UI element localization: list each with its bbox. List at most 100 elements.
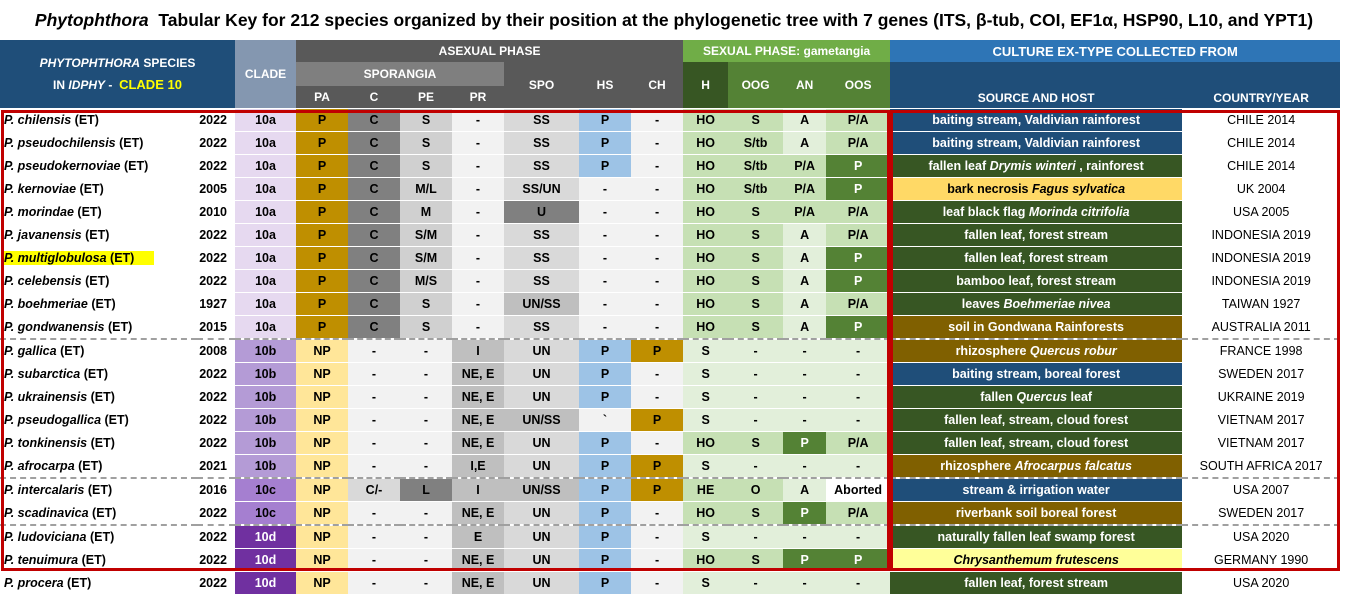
clade-cell: 10b bbox=[235, 384, 297, 408]
ex-type-flag: (ET) bbox=[67, 575, 92, 590]
oos-cell: Aborted bbox=[826, 476, 891, 501]
pa-cell: P bbox=[296, 153, 349, 177]
oog-cell: - bbox=[728, 384, 784, 408]
ex-type-flag: (ET) bbox=[91, 296, 116, 311]
title-text: Tabular Key for 212 species organized by… bbox=[158, 10, 1314, 30]
year-cell: 2022 bbox=[197, 407, 236, 431]
pr-cell: I bbox=[452, 337, 505, 362]
pr-cell: NE, E bbox=[452, 500, 505, 525]
spo-cell: UN bbox=[504, 570, 580, 594]
source-host-cell: riverbank soil boreal forest bbox=[890, 500, 1183, 525]
host-text: baiting stream, boreal forest bbox=[952, 366, 1121, 381]
h-cell: HO bbox=[683, 314, 729, 339]
pr-cell: NE, E bbox=[452, 430, 505, 454]
h-cell: S bbox=[683, 337, 729, 362]
pa-cell: NP bbox=[296, 547, 349, 571]
oog-cell: S bbox=[728, 547, 784, 571]
header-hs: HS bbox=[579, 62, 632, 108]
oog-cell: - bbox=[728, 407, 784, 431]
table-row: P. afrocarpa (ET) 2021 10b NP - - I,E UN P P S - - - r… bbox=[0, 453, 1341, 478]
ch-cell: - bbox=[631, 523, 684, 548]
ch-cell: - bbox=[631, 314, 684, 339]
host-text: leaf bbox=[1067, 389, 1093, 404]
species-cell: P. morindae (ET) bbox=[0, 199, 197, 223]
h-cell: S bbox=[683, 523, 729, 548]
pe-cell: - bbox=[400, 500, 453, 525]
pr-cell: NE, E bbox=[452, 570, 505, 594]
pe-cell: S bbox=[400, 130, 453, 154]
ex-type-flag: (ET) bbox=[78, 458, 103, 473]
source-host-cell: fallen leaf, stream, cloud forest bbox=[890, 407, 1183, 431]
clade-cell: 10a bbox=[235, 153, 297, 177]
year-cell: 2022 bbox=[197, 500, 236, 525]
header-sporangia: SPORANGIA bbox=[296, 62, 505, 86]
ex-type-flag: (ET) bbox=[123, 158, 149, 173]
oos-cell: P/A bbox=[826, 500, 891, 525]
ex-type-flag: (ET) bbox=[81, 552, 106, 567]
ex-type-flag: (ET) bbox=[119, 135, 144, 150]
pe-cell: - bbox=[400, 523, 453, 548]
species-cell: P. multiglobulosa (ET) bbox=[0, 245, 197, 269]
an-cell: P bbox=[783, 500, 827, 525]
c-cell: C bbox=[348, 314, 401, 339]
species-cell: P. chilensis (ET) bbox=[0, 107, 197, 131]
species-cell: P. afrocarpa (ET) bbox=[0, 453, 197, 478]
c-cell: - bbox=[348, 523, 401, 548]
oog-cell: S bbox=[728, 199, 784, 223]
country-year-cell: USA 2020 bbox=[1182, 523, 1341, 548]
spo-cell: UN bbox=[504, 384, 580, 408]
oog-cell: S bbox=[728, 107, 784, 131]
species-cell: P. gallica (ET) bbox=[0, 337, 197, 362]
country-year-cell: INDONESIA 2019 bbox=[1182, 268, 1341, 292]
year-cell: 2022 bbox=[197, 547, 236, 571]
clade-cell: 10a bbox=[235, 245, 297, 269]
hs-cell: P bbox=[579, 500, 632, 525]
h-cell: S bbox=[683, 453, 729, 478]
species-cell: P. procera (ET) bbox=[0, 570, 197, 594]
species-cell: P. pseudokernoviae (ET) bbox=[0, 153, 197, 177]
pe-cell: - bbox=[400, 407, 453, 431]
oog-cell: S bbox=[728, 314, 784, 339]
an-cell: A bbox=[783, 130, 827, 154]
host-species: Drymis winteri bbox=[989, 158, 1076, 173]
source-host-cell: baiting stream, Valdivian rainforest bbox=[890, 130, 1183, 154]
year-cell: 2021 bbox=[197, 453, 236, 478]
spo-cell: SS bbox=[504, 222, 580, 246]
pa-cell: NP bbox=[296, 361, 349, 385]
header-dash: - bbox=[108, 77, 113, 92]
pe-cell: - bbox=[400, 547, 453, 571]
c-cell: C/- bbox=[348, 476, 401, 501]
source-host-cell: baiting stream, boreal forest bbox=[890, 361, 1183, 385]
oos-cell: P/A bbox=[826, 199, 891, 223]
an-cell: P/A bbox=[783, 176, 827, 200]
species-cell: P. subarctica (ET) bbox=[0, 361, 197, 385]
ch-cell: - bbox=[631, 570, 684, 594]
ch-cell: - bbox=[631, 547, 684, 571]
spo-cell: UN/SS bbox=[504, 291, 580, 315]
h-cell: HO bbox=[683, 222, 729, 246]
h-cell: S bbox=[683, 407, 729, 431]
pe-cell: - bbox=[400, 570, 453, 594]
table-row: P. subarctica (ET) 2022 10b NP - - NE, E UN P - S -… bbox=[0, 361, 1341, 385]
table-row: P. pseudokernoviae (ET) 2022 10a P C S - SS P - HO… bbox=[0, 153, 1341, 177]
header-pe: PE bbox=[400, 86, 453, 108]
ch-cell: - bbox=[631, 361, 684, 385]
spo-cell: UN bbox=[504, 500, 580, 525]
ch-cell: - bbox=[631, 500, 684, 525]
year-cell: 2008 bbox=[197, 337, 236, 362]
clade-cell: 10a bbox=[235, 107, 297, 131]
species-name: P. morindae bbox=[4, 204, 74, 219]
pe-cell: - bbox=[400, 361, 453, 385]
pe-cell: - bbox=[400, 453, 453, 478]
an-cell: A bbox=[783, 314, 827, 339]
ch-cell: - bbox=[631, 107, 684, 131]
h-cell: HO bbox=[683, 199, 729, 223]
country-year-cell: GERMANY 1990 bbox=[1182, 547, 1341, 571]
pa-cell: P bbox=[296, 291, 349, 315]
host-species: Quercus robur bbox=[1029, 343, 1117, 358]
ex-type-flag: (ET) bbox=[87, 482, 113, 497]
source-host-cell: stream & irrigation water bbox=[890, 476, 1183, 501]
hs-cell: P bbox=[579, 107, 632, 131]
pe-cell: - bbox=[400, 337, 453, 362]
header-source: SOURCE AND HOST bbox=[890, 62, 1183, 108]
